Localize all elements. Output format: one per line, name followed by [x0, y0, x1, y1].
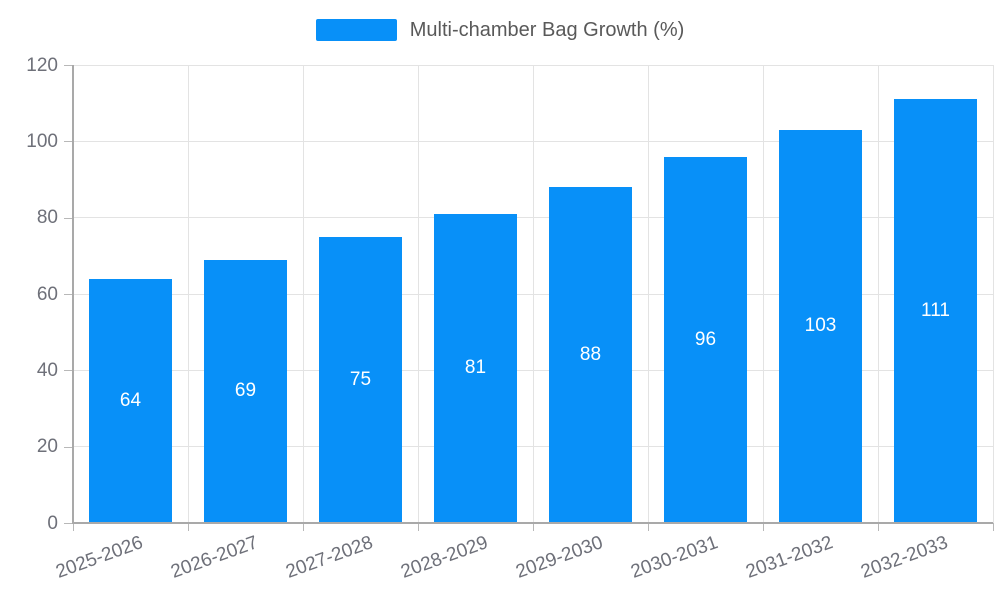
- y-axis-line: [72, 65, 74, 524]
- gridline-vertical: [302, 65, 304, 523]
- bar-value-label: 96: [694, 328, 717, 350]
- y-axis-tick: [64, 446, 73, 448]
- bar-2032-2033[interactable]: 111: [894, 99, 977, 523]
- bar-value-label: 103: [804, 315, 837, 337]
- bar-value-label: 75: [349, 368, 372, 390]
- x-axis-category-label: 2031-2032: [742, 532, 836, 583]
- gridline-vertical: [532, 65, 534, 523]
- x-axis-tick: [533, 523, 534, 531]
- bar-value-label: 111: [921, 300, 950, 322]
- bar-2029-2030[interactable]: 88: [549, 187, 632, 523]
- bar-value-label: 81: [464, 357, 487, 379]
- x-axis-category-label: 2028-2029: [397, 532, 491, 583]
- bar-2026-2027[interactable]: 69: [204, 259, 287, 523]
- y-axis-tick: [64, 65, 73, 66]
- y-axis-tick-label: 120: [26, 54, 58, 76]
- x-axis-tick: [188, 523, 189, 531]
- gridline-vertical: [762, 65, 764, 523]
- gridline-vertical: [187, 65, 189, 523]
- x-axis-category-label: 2032-2033: [857, 532, 951, 583]
- bar-2025-2026[interactable]: 64: [89, 278, 172, 523]
- bar-2030-2031[interactable]: 96: [664, 156, 747, 523]
- bar-2027-2028[interactable]: 75: [319, 236, 402, 523]
- x-axis-tick: [418, 523, 419, 531]
- bar-value-label: 64: [119, 389, 142, 411]
- gridline-vertical: [877, 65, 879, 523]
- y-axis-tick: [64, 217, 73, 219]
- legend[interactable]: Multi-chamber Bag Growth (%): [0, 18, 1000, 42]
- x-axis-category-label: 2029-2030: [512, 532, 606, 583]
- x-axis-category-label: 2027-2028: [282, 532, 376, 583]
- y-axis-tick-label: 80: [36, 207, 58, 229]
- bar-2031-2032[interactable]: 103: [779, 129, 862, 523]
- y-axis-tick-label: 20: [36, 436, 58, 458]
- bar-value-label: 69: [234, 380, 257, 402]
- y-axis-tick-label: 60: [36, 283, 58, 305]
- y-axis-tick-label: 100: [26, 130, 58, 152]
- x-axis-tick: [763, 523, 764, 531]
- x-axis-tick: [303, 523, 304, 531]
- legend-swatch-icon: [315, 19, 397, 41]
- y-axis-tick: [64, 523, 73, 524]
- y-axis-tick: [64, 294, 73, 295]
- bar-2028-2029[interactable]: 81: [434, 213, 517, 523]
- plot-area: 64 69 75 81 88 96 103 111: [73, 64, 994, 523]
- y-axis-tick-label: 40: [36, 359, 58, 381]
- legend-label: Multi-chamber Bag Growth (%): [409, 19, 685, 41]
- gridline-vertical: [417, 65, 419, 523]
- x-axis-category-label: 2026-2027: [167, 532, 261, 583]
- x-axis-tick: [648, 523, 649, 531]
- x-axis-line: [73, 522, 993, 524]
- y-axis-tick: [64, 370, 73, 372]
- x-axis-tick: [73, 523, 74, 531]
- x-axis-category-label: 2030-2031: [627, 532, 721, 583]
- gridline-vertical: [992, 65, 994, 523]
- x-axis-tick: [878, 523, 879, 531]
- x-axis-category-label: 2025-2026: [52, 532, 146, 583]
- y-axis-tick-label: 0: [47, 512, 58, 534]
- bar-value-label: 88: [579, 344, 602, 366]
- gridline-vertical: [647, 65, 649, 523]
- y-axis-tick: [64, 141, 73, 143]
- x-axis-tick: [993, 523, 994, 531]
